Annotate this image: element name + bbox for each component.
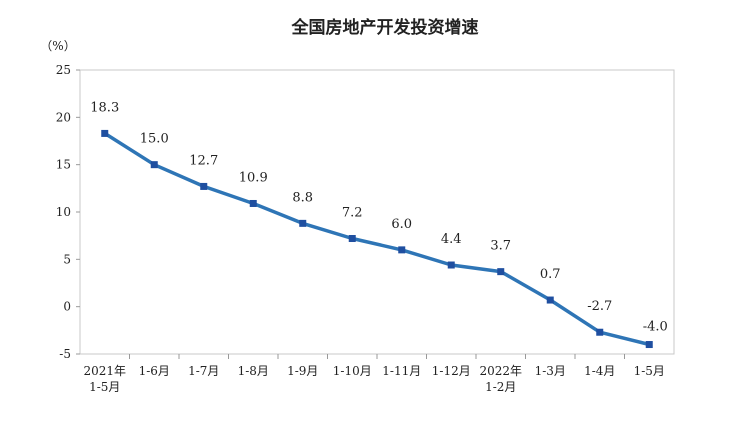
x-tick-label: 1-8月 bbox=[238, 364, 269, 378]
data-label: -2.7 bbox=[587, 299, 612, 314]
data-labels: 18.3 15.0 12.7 10.9 8.8 7.2 6.0 4.4 3.7 0.7 -2.7 -4… bbox=[90, 100, 668, 334]
data-label: 0.7 bbox=[540, 267, 561, 282]
y-tick-label: 20 bbox=[56, 110, 71, 124]
y-tick-label: 15 bbox=[56, 158, 71, 172]
data-point bbox=[200, 182, 208, 190]
x-tick-label: 1-5月 bbox=[634, 364, 665, 378]
series-markers bbox=[101, 129, 653, 349]
plot-area-frame bbox=[79, 69, 675, 355]
y-axis-unit: （%） bbox=[40, 39, 75, 53]
data-label: 7.2 bbox=[342, 206, 363, 221]
y-tick-label: 0 bbox=[63, 300, 71, 314]
y-tick-label: 5 bbox=[63, 252, 71, 266]
y-tick-label: 10 bbox=[56, 205, 71, 219]
data-label: 18.3 bbox=[90, 100, 119, 115]
x-tick-label: 1-4月 bbox=[584, 364, 615, 378]
data-label: -4.0 bbox=[643, 320, 668, 335]
data-label: 12.7 bbox=[189, 153, 218, 168]
data-point bbox=[299, 219, 307, 227]
data-point bbox=[249, 199, 257, 207]
data-label: 15.0 bbox=[140, 132, 169, 147]
y-axis: -5 0 5 10 15 20 25 bbox=[56, 63, 80, 361]
series-line bbox=[103, 131, 652, 347]
chart-title: 全国房地产开发投资增速 bbox=[291, 17, 479, 38]
data-label: 10.9 bbox=[239, 170, 268, 185]
data-point bbox=[447, 261, 455, 269]
x-tick-label: 1-2月 bbox=[485, 380, 516, 394]
x-tick-label: 1-3月 bbox=[535, 364, 566, 378]
x-tick-label: 1-7月 bbox=[188, 364, 219, 378]
x-tick-label: 1-11月 bbox=[382, 364, 421, 378]
x-tick-label: 1-9月 bbox=[287, 364, 318, 378]
x-axis: 2021年 1-5月 1-6月 1-7月 1-8月 1-9月 1-10月 1-11月 1-12月… bbox=[83, 354, 665, 394]
data-label: 3.7 bbox=[490, 239, 511, 254]
x-tick-label: 1-12月 bbox=[432, 364, 471, 378]
data-label: 8.8 bbox=[292, 190, 313, 205]
data-point bbox=[101, 129, 109, 137]
x-tick-label: 1-5月 bbox=[89, 380, 120, 394]
x-tick-label: 2021年 bbox=[83, 364, 126, 378]
data-point bbox=[398, 246, 406, 254]
data-label: 4.4 bbox=[441, 232, 462, 247]
data-point bbox=[546, 296, 554, 304]
x-tick-label: 1-6月 bbox=[139, 364, 170, 378]
data-point bbox=[348, 235, 356, 243]
x-tick-label: 1-10月 bbox=[333, 364, 372, 378]
y-tick-label: 25 bbox=[56, 63, 71, 77]
x-tick-label: 2022年 bbox=[479, 364, 522, 378]
data-point bbox=[497, 268, 505, 276]
data-point bbox=[150, 161, 158, 169]
data-point bbox=[645, 341, 653, 349]
y-tick-label: -5 bbox=[59, 347, 71, 361]
data-point bbox=[596, 328, 604, 336]
data-label: 6.0 bbox=[391, 217, 412, 232]
